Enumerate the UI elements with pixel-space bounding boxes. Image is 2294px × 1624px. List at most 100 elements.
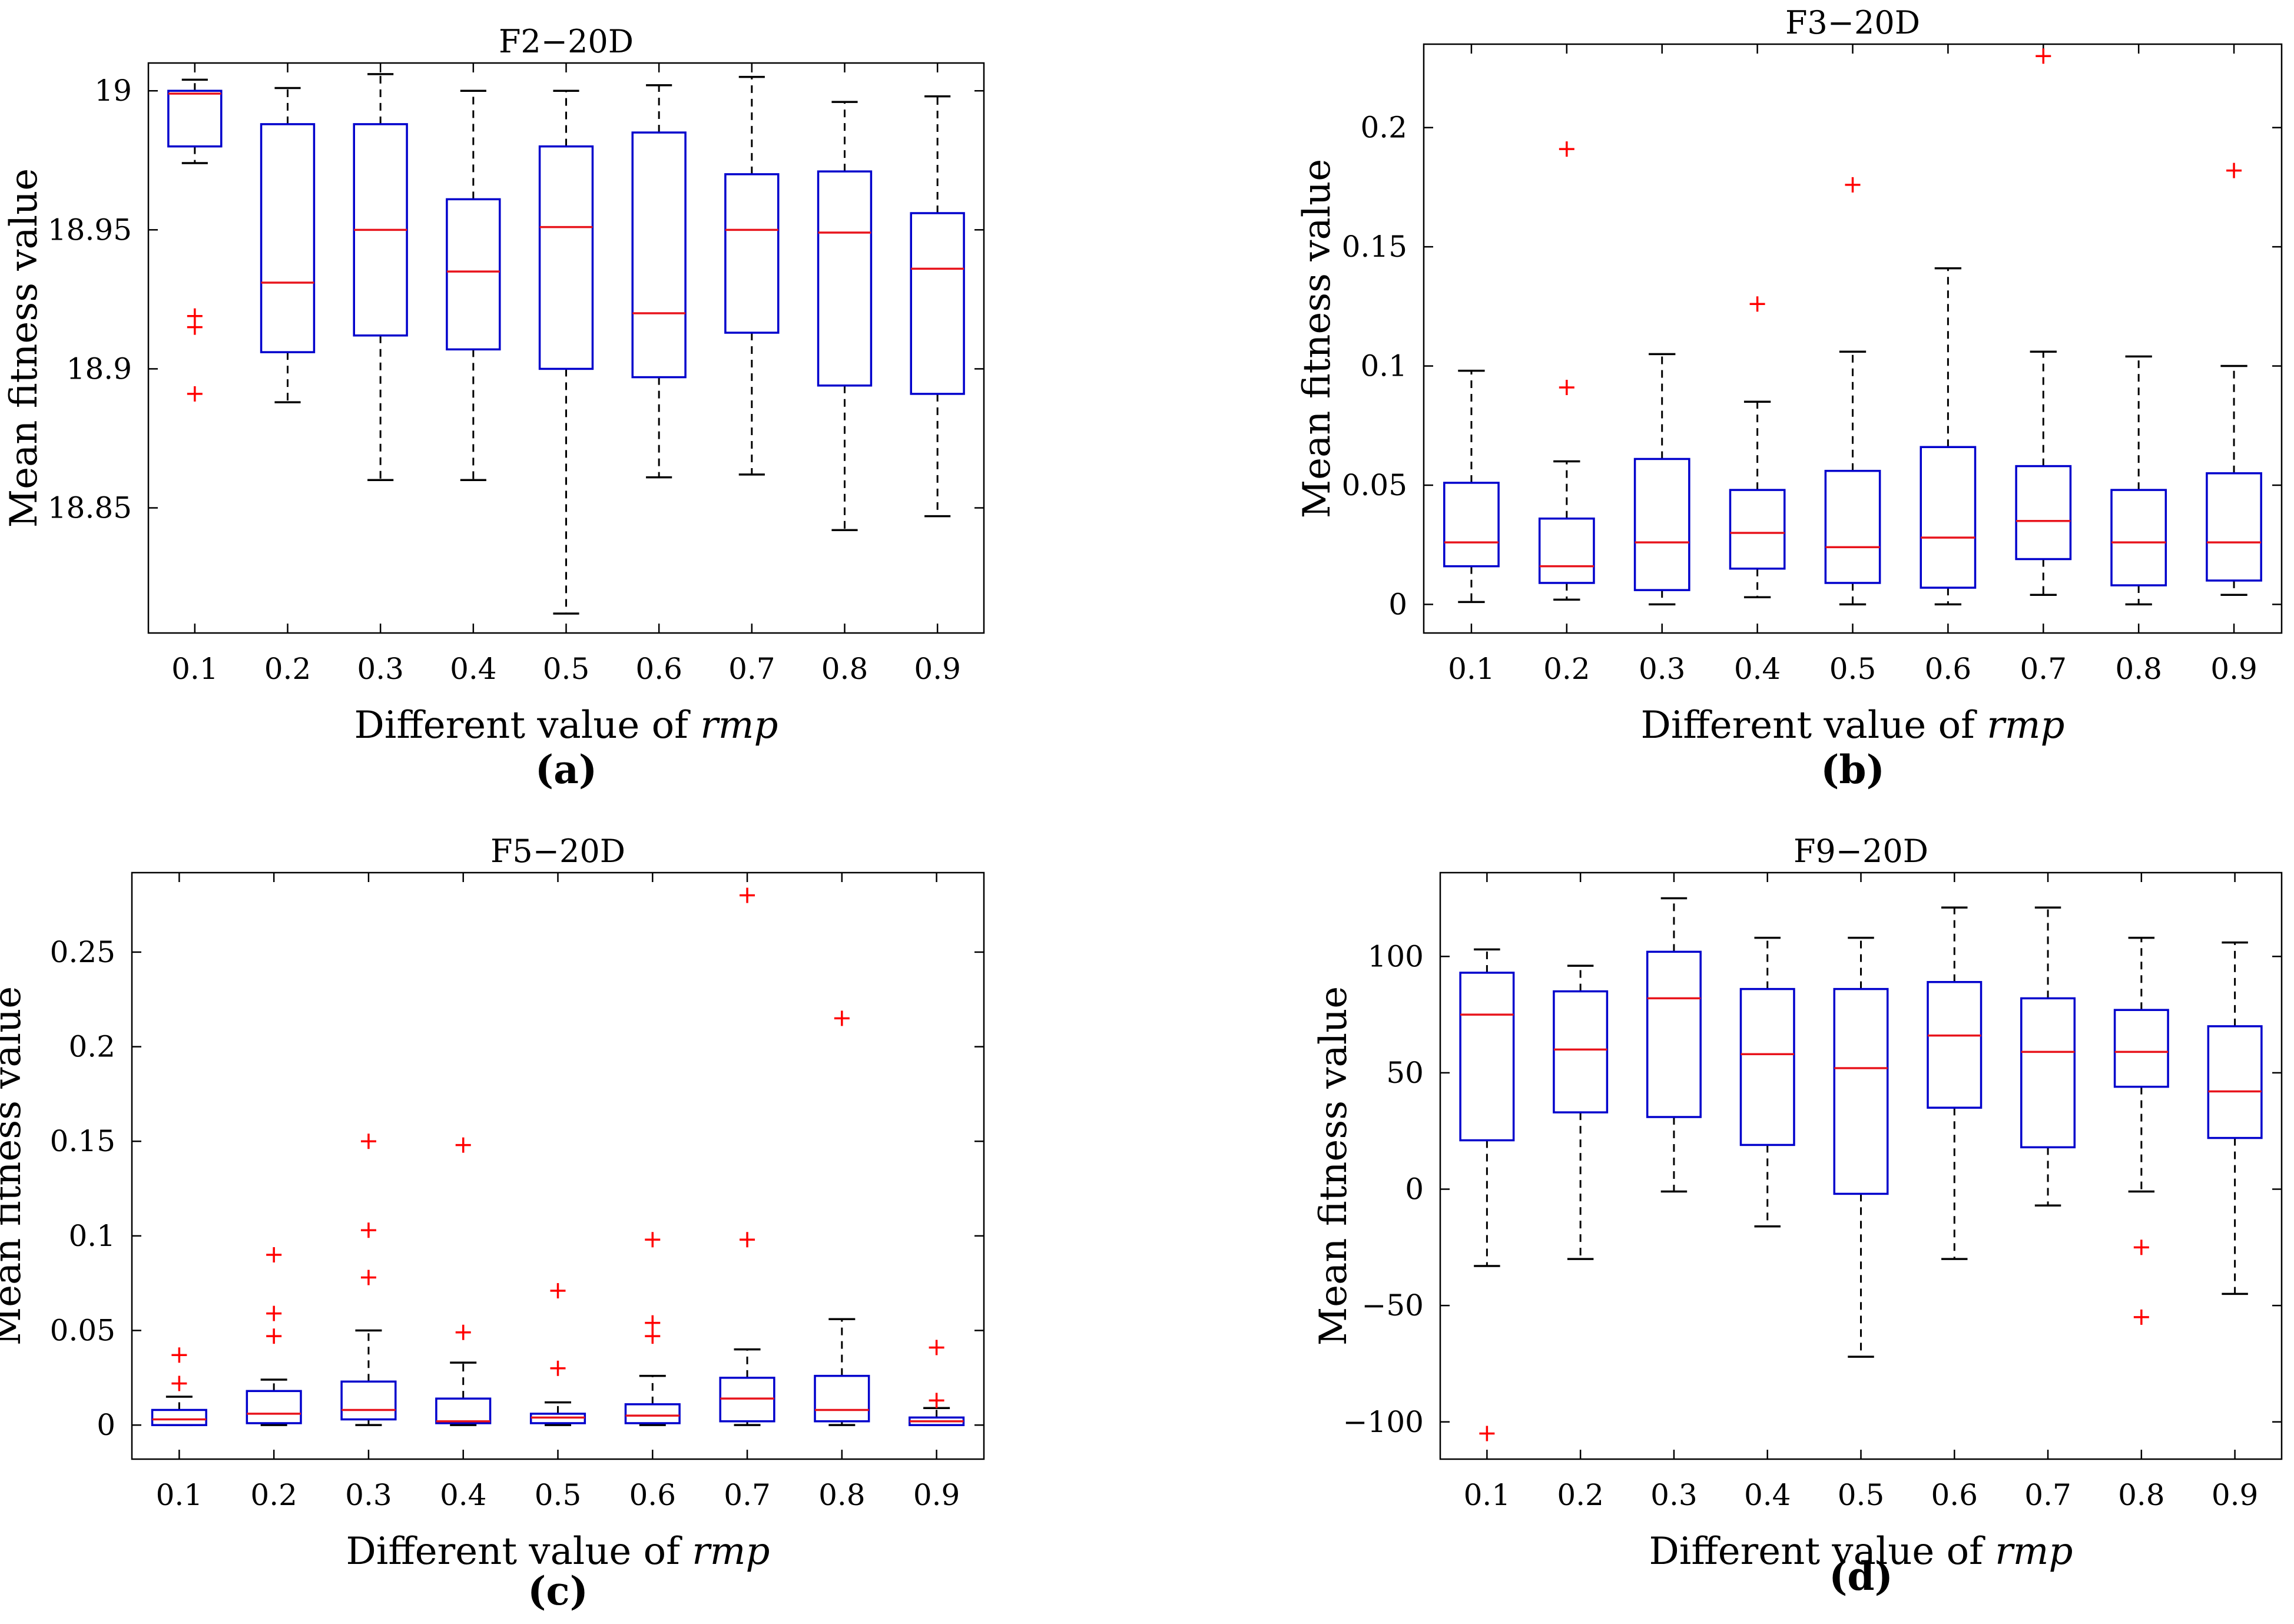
x-tick-label: 0.7 (2020, 652, 2067, 686)
iqr-box (817, 170, 873, 387)
x-tick-label: 0.4 (1744, 1478, 1791, 1512)
x-tick-label: 0.8 (2115, 652, 2162, 686)
y-tick-label: 18.95 (48, 213, 132, 247)
y-tick-label: 0.15 (1342, 230, 1407, 264)
x-tick-label: 0.6 (635, 652, 682, 686)
boxplot-0.3 (340, 1134, 397, 1426)
boxplot-0.8 (2110, 355, 2167, 606)
iqr-box (1920, 446, 1977, 589)
boxplot-0.7 (2015, 48, 2072, 596)
x-tick-label: 0.8 (821, 652, 868, 686)
iqr-box (446, 198, 501, 351)
y-tick-label: 100 (1368, 939, 1424, 973)
x-tick-label: 0.1 (1448, 652, 1495, 686)
x-tick-label: 0.3 (345, 1478, 392, 1512)
panel-label: (c) (528, 1568, 588, 1614)
boxplot-0.5 (1833, 936, 1889, 1358)
boxplot-0.6 (1920, 267, 1977, 606)
y-tick-label: 0.2 (1360, 111, 1407, 145)
outlier-marker (550, 1360, 566, 1376)
outlier-marker (1559, 141, 1574, 157)
boxplot-0.1 (1443, 369, 1500, 604)
panel-label: (a) (535, 747, 597, 793)
boxplot-0.7 (719, 887, 775, 1426)
iqr-box (631, 131, 687, 379)
outlier-marker (187, 319, 203, 335)
x-axis-label: Different value of rmp (354, 704, 778, 747)
outlier-marker (1749, 296, 1765, 312)
iqr-box (1646, 950, 1702, 1118)
outlier-marker (929, 1340, 944, 1355)
y-tick-label: 0.05 (50, 1314, 115, 1348)
iqr-box (435, 1397, 492, 1424)
boxplot-0.3 (353, 73, 408, 482)
x-axis-label: Different value of rmp (1649, 1530, 2073, 1573)
boxplot-0.2 (1553, 965, 1609, 1260)
y-tick-label: 18.9 (67, 352, 132, 386)
iqr-box (151, 1408, 207, 1426)
chart-title: F2−20D (499, 23, 634, 60)
boxplot-0.8 (814, 1010, 870, 1426)
x-tick-label: 0.8 (818, 1478, 866, 1512)
iqr-box (1459, 972, 1515, 1142)
outlier-marker (740, 887, 755, 903)
y-tick-label: 0 (1388, 587, 1407, 621)
x-axis-label-variable: rmp (692, 1530, 770, 1573)
chart-title: F5−20D (490, 833, 625, 870)
x-axis-label-prefix: Different value of (346, 1530, 692, 1573)
panel-label: (b) (1821, 747, 1885, 793)
outlier-marker (187, 386, 203, 402)
iqr-box (1633, 458, 1690, 591)
x-tick-label: 0.9 (2212, 1478, 2259, 1512)
y-tick-label: 0.05 (1342, 468, 1407, 502)
boxplot-0.1 (167, 78, 223, 402)
boxplot-0.7 (2020, 906, 2076, 1207)
outlier-marker (266, 1305, 282, 1321)
x-axis-label: Different value of rmp (1641, 704, 2065, 747)
y-tick-label: 0.15 (50, 1124, 115, 1158)
iqr-box (167, 90, 223, 148)
outlier-marker (171, 1347, 187, 1363)
outlier-marker (171, 1376, 187, 1391)
x-tick-label: 0.5 (1838, 1478, 1885, 1512)
x-tick-label: 0.7 (2024, 1478, 2071, 1512)
chart-panel-d: −100 −50 0 50 100 0.1 0.2 0.3 0.4 0.5 0.6 0.7 0.8 0.9… (1312, 833, 2283, 1599)
outlier-marker (645, 1232, 661, 1248)
outlier-marker (2036, 48, 2051, 64)
iqr-box (624, 1403, 681, 1424)
outlier-marker (2226, 163, 2242, 178)
x-tick-label: 0.2 (250, 1478, 297, 1512)
boxplot-0.4 (1739, 936, 1795, 1228)
y-axis-label: Mean fitness value (2, 168, 46, 528)
chart-panel-c: 0 0.05 0.1 0.15 0.2 0.25 0.1 0.2 0.3 0.4 0.5 0.6 0.7… (0, 833, 985, 1614)
iqr-box (910, 212, 965, 395)
boxplot-0.4 (1729, 296, 1786, 599)
x-tick-label: 0.9 (2210, 652, 2257, 686)
boxplot-0.6 (1927, 906, 1983, 1260)
y-tick-label: 18.85 (48, 491, 132, 525)
iqr-box (1739, 987, 1795, 1146)
x-axis-label-prefix: Different value of (1641, 704, 1987, 747)
boxplot-0.3 (1646, 897, 1702, 1193)
boxplot-0.8 (817, 101, 873, 532)
outlier-marker (360, 1270, 376, 1285)
y-axis-label: Mean fitness value (1295, 159, 1339, 519)
outlier-marker (266, 1328, 282, 1344)
y-tick-label: 0.1 (1360, 349, 1407, 383)
iqr-box (2015, 465, 2072, 561)
outlier-marker (455, 1137, 471, 1153)
x-tick-label: 0.7 (728, 652, 775, 686)
boxplot-0.9 (909, 1340, 965, 1426)
x-tick-label: 0.2 (1543, 652, 1590, 686)
outlier-marker (266, 1247, 282, 1263)
y-tick-label: 0 (97, 1408, 115, 1442)
boxplot-0.5 (529, 1283, 586, 1426)
x-tick-label: 0.4 (450, 652, 497, 686)
y-tick-label: 0 (1405, 1172, 1424, 1207)
iqr-box (340, 1380, 397, 1421)
iqr-box (2110, 489, 2167, 586)
x-tick-label: 0.6 (1931, 1478, 1978, 1512)
outlier-marker (360, 1134, 376, 1149)
x-tick-label: 0.5 (543, 652, 590, 686)
chart-title: F9−20D (1794, 833, 1928, 870)
